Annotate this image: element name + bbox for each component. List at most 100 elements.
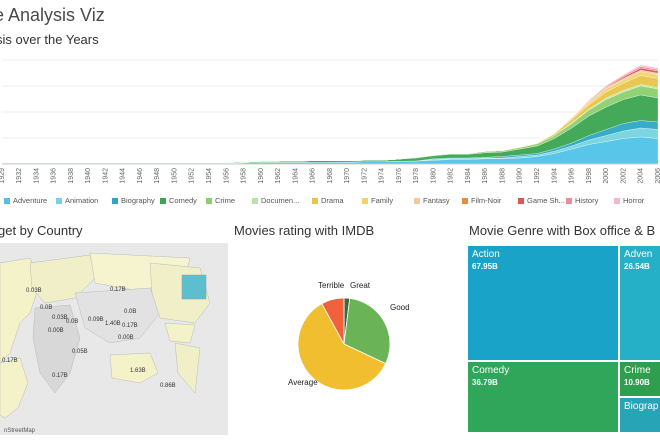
map-value-label: 1.40B bbox=[105, 321, 121, 327]
genre-area-chart[interactable]: 1929 1932 1934 1936 1938 1940 1942 1944 1946 1948… bbox=[0, 52, 660, 204]
area-series-horror[interactable] bbox=[2, 64, 659, 163]
pie-label: Great bbox=[350, 281, 371, 290]
pie-slice-average[interactable] bbox=[297, 303, 387, 391]
legend-item[interactable]: Biography bbox=[112, 196, 155, 205]
page-title: ie Analysis Viz bbox=[0, 5, 105, 25]
x-tick-label: 1974 bbox=[379, 168, 386, 184]
x-tick-label: 1986 bbox=[482, 168, 489, 184]
legend-label: Film-Noir bbox=[471, 196, 502, 205]
map-value-label: 0.03B bbox=[52, 315, 68, 321]
x-tick-label: 1970 bbox=[344, 168, 351, 184]
world-map-shapes bbox=[0, 252, 211, 419]
treemap-cell-value: 67.95B bbox=[472, 262, 498, 271]
legend-swatch bbox=[614, 197, 620, 204]
x-tick-label: 2006 bbox=[655, 168, 660, 184]
rating-pie-chart[interactable]: Great Good Average Terrible bbox=[234, 244, 460, 434]
legend-label: Game Sh... bbox=[527, 196, 565, 205]
map-value-label: 0.05B bbox=[72, 349, 88, 355]
genre-treemap[interactable]: Action 67.95B Adven 26.54B Comedy 36.79B Crime… bbox=[468, 246, 660, 432]
x-tick-label: 1984 bbox=[465, 168, 472, 184]
treemap-cell-crime[interactable]: Crime 10.90B bbox=[620, 362, 660, 396]
x-tick-label: 1929 bbox=[0, 168, 6, 184]
legend-item[interactable]: Horror bbox=[614, 196, 644, 205]
x-tick-label: 1948 bbox=[154, 168, 161, 184]
x-tick-label: 1938 bbox=[68, 168, 75, 184]
map-latam bbox=[174, 342, 201, 394]
x-tick-label: 2000 bbox=[603, 168, 610, 184]
x-tick-label: 1978 bbox=[413, 168, 420, 184]
treemap-cell-name: Action bbox=[472, 249, 500, 260]
treemap-cell-name: Comedy bbox=[472, 365, 510, 376]
legend-label: Family bbox=[371, 196, 394, 205]
treemap-title: Movie Genre with Box office & B bbox=[469, 223, 656, 238]
x-tick-label: 1958 bbox=[241, 168, 248, 184]
x-tick-label: 1996 bbox=[569, 168, 576, 184]
map-value-label: 0.17B bbox=[110, 287, 126, 293]
legend-label: Animation bbox=[65, 196, 99, 205]
pie-slice-good[interactable] bbox=[343, 297, 391, 365]
map-value-label: 0.0B bbox=[40, 305, 53, 311]
map-value-label: 0.00B bbox=[118, 335, 134, 341]
legend-item[interactable]: Game Sh... bbox=[518, 196, 565, 205]
legend-label: Fantasy bbox=[423, 196, 450, 205]
legend-item[interactable]: Crime bbox=[206, 196, 235, 205]
legend-swatch bbox=[252, 197, 258, 204]
x-tick-label: 1968 bbox=[327, 168, 334, 184]
legend-swatch bbox=[112, 197, 118, 204]
legend-swatch bbox=[312, 197, 318, 204]
treemap-cell-value: 36.79B bbox=[472, 378, 498, 387]
treemap-cell-name: Crime bbox=[624, 365, 651, 376]
treemap-cell-name: Adven bbox=[624, 249, 653, 260]
x-tick-label: 1980 bbox=[430, 168, 437, 184]
x-tick-label: 1964 bbox=[292, 168, 299, 184]
legend-swatch bbox=[4, 197, 10, 204]
legend-item[interactable]: Film-Noir bbox=[462, 196, 501, 205]
x-tick-label: 1952 bbox=[189, 168, 196, 184]
legend-label: Biography bbox=[121, 196, 155, 205]
map-value-label: 0.09B bbox=[88, 317, 104, 323]
treemap-cell-name: Biograp bbox=[624, 401, 659, 412]
map-value-label: 1.63B bbox=[130, 368, 146, 374]
map-value-label: 0.0B bbox=[66, 319, 79, 325]
x-tick-label: 1934 bbox=[33, 168, 40, 184]
legend-label: Documen... bbox=[261, 196, 300, 205]
x-tick-label: 1932 bbox=[16, 168, 23, 184]
legend-label: History bbox=[575, 196, 599, 205]
legend-item[interactable]: Family bbox=[362, 196, 393, 205]
area-chart-title: sis over the Years bbox=[0, 32, 99, 47]
map-americas bbox=[0, 257, 41, 364]
x-tick-label: 1960 bbox=[258, 168, 265, 184]
map-south-america bbox=[0, 357, 29, 419]
x-tick-label: 1994 bbox=[551, 168, 558, 184]
genre-legend: Adventure Animation Biography Comedy Crime Do… bbox=[0, 196, 660, 210]
legend-item[interactable]: Animation bbox=[56, 196, 98, 205]
x-tick-label: 1982 bbox=[448, 168, 455, 184]
map-title: get by Country bbox=[0, 223, 83, 238]
x-tick-label: 1988 bbox=[499, 168, 506, 184]
map-value-label: 0.03B bbox=[26, 288, 42, 294]
map-attribution[interactable]: nStreetMap bbox=[4, 428, 36, 434]
legend-swatch bbox=[160, 197, 166, 204]
legend-item[interactable]: Adventure bbox=[4, 196, 47, 205]
x-tick-label: 1972 bbox=[361, 168, 368, 184]
map-value-label: 0.86B bbox=[160, 383, 176, 389]
legend-item[interactable]: Comedy bbox=[160, 196, 197, 205]
legend-label: Adventure bbox=[13, 196, 48, 205]
treemap-cell-adven[interactable]: Adven 26.54B bbox=[620, 246, 660, 360]
x-tick-label: 2004 bbox=[638, 168, 645, 184]
x-tick-label: 1956 bbox=[223, 168, 230, 184]
x-tick-label: 1936 bbox=[51, 168, 58, 184]
map-value-label: 0.0B bbox=[124, 309, 137, 315]
legend-item[interactable]: History bbox=[566, 196, 598, 205]
treemap-cell-comedy[interactable]: Comedy 36.79B bbox=[468, 362, 618, 432]
x-tick-label: 1950 bbox=[171, 168, 178, 184]
pie-slice-terrible[interactable] bbox=[321, 297, 345, 345]
x-tick-label: 1962 bbox=[275, 168, 282, 184]
world-map[interactable]: 0.03B 0.17B 0.0B 0.03B 0.09B 0.0B 1.40B … bbox=[0, 243, 228, 435]
legend-item[interactable]: Documen... bbox=[252, 196, 299, 205]
legend-item[interactable]: Fantasy bbox=[414, 196, 450, 205]
legend-item[interactable]: Drama bbox=[312, 196, 344, 205]
treemap-cell-action[interactable]: Action 67.95B bbox=[468, 246, 618, 360]
legend-label: Drama bbox=[321, 196, 344, 205]
treemap-cell-biograp[interactable]: Biograp bbox=[620, 398, 660, 432]
